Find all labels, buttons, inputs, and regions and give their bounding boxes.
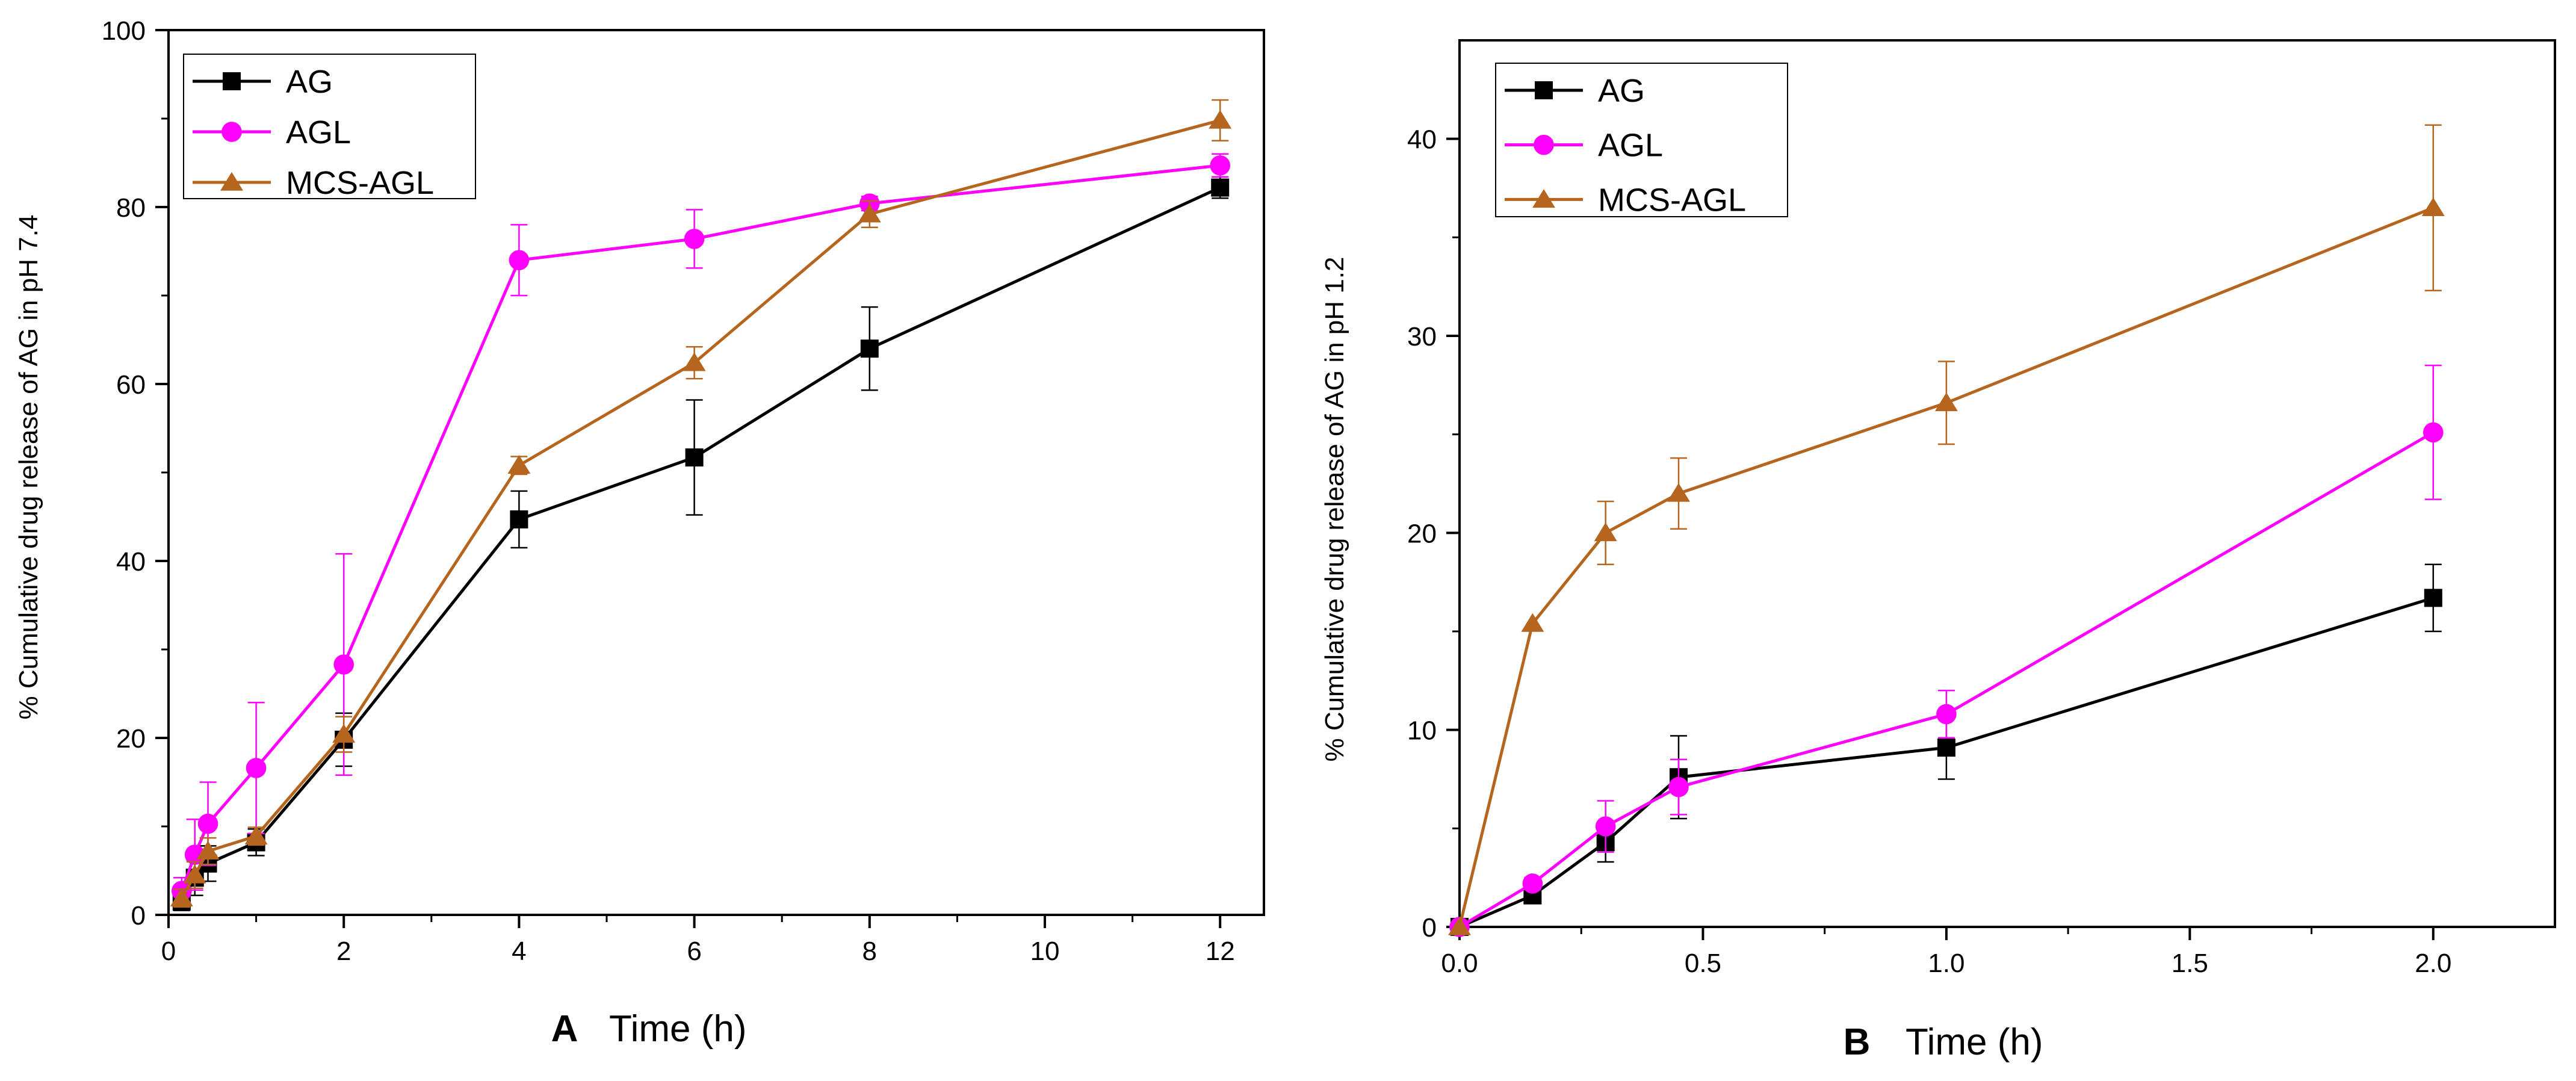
panel-a-agl-point (1210, 155, 1230, 176)
panel-b-y-tick-label: 20 (1407, 519, 1437, 548)
panel-a-agl-point (509, 250, 530, 271)
panel-b-mcs-agl-point (1594, 522, 1617, 542)
panel-b-mcs-agl-point (1934, 392, 1958, 412)
panel-a-ag-series (172, 176, 1230, 911)
panel-b-y-tick-label: 40 (1407, 125, 1437, 155)
panel-a-y-tick-label: 80 (116, 193, 146, 223)
panel-a-agl-point (333, 654, 354, 675)
panel-a-ag-point (1211, 178, 1230, 197)
panel-b-agl-point (1522, 873, 1543, 894)
panel-b-x-tick-label: 2.0 (2415, 949, 2451, 978)
panel-b-agl-point (2423, 422, 2444, 443)
panel-b: % Cumulative drug release of AG in pH 1.… (1320, 39, 2556, 1063)
panel-a-legend-ag-marker (223, 72, 241, 90)
panel-a-y-tick-label: 60 (116, 370, 146, 400)
panel-a-ag-point (685, 448, 704, 467)
panel-b-x-tick-label: 0.5 (1685, 949, 1721, 978)
panel-a-mcs-agl-point (196, 840, 220, 860)
panel-a-legend-agl-label: AGL (286, 114, 351, 150)
panel-b-letter: B (1844, 1021, 1871, 1063)
panel-a-x-tick-label: 8 (862, 937, 877, 966)
panel-a-mcs-agl-point (244, 825, 268, 844)
panel-a-x-tick-label: 4 (512, 937, 526, 966)
panel-a-x-tick-label: 2 (336, 937, 351, 966)
panel-a-x-tick-label: 6 (687, 937, 701, 966)
panel-b-legend-ag-label: AG (1598, 73, 1645, 109)
panel-b-ag-point (2424, 589, 2442, 607)
panel-a-x-axis-label: Time (h) (609, 1008, 746, 1050)
panel-a-mcs-agl-point (683, 352, 706, 371)
panel-b-legend-agl-marker (1534, 134, 1554, 155)
panel-a-ag-point (510, 510, 528, 528)
panel-b-x-tick-label: 0.0 (1441, 949, 1478, 978)
panel-b-y-tick-label: 0 (1422, 913, 1437, 943)
panel-b-ag-line (1459, 596, 2434, 929)
panel-a-mcs-agl-point (170, 887, 193, 906)
panel-a-mcs-agl-point (183, 864, 206, 884)
panel-b-y-tick-label: 30 (1407, 322, 1437, 352)
panel-b-ag-series (1451, 563, 2442, 936)
panel-a-agl-point (197, 813, 218, 834)
panel-a-y-tick-label: 0 (131, 901, 146, 931)
panel-a-agl-series (172, 153, 1230, 905)
panel-a-x-tick-label: 10 (1030, 937, 1060, 966)
panel-b-mcs-agl-point (1667, 483, 1690, 502)
panel-b-x-tick-label: 1.5 (2172, 949, 2208, 978)
panel-a-x-tick-label: 0 (161, 937, 176, 966)
panel-b-ag-point (1937, 739, 1955, 757)
panel-b-mcs-agl-line (1458, 206, 2434, 928)
panel-b-mcs-agl-series (1448, 124, 2445, 935)
panel-b-mcs-agl-point (2421, 197, 2445, 217)
panel-b-mcs-agl-point (1448, 916, 1471, 935)
panel-a-legend-agl-marker (221, 122, 242, 142)
panel-a-letter: A (551, 1008, 578, 1050)
panel-a-mcs-agl-point (1209, 110, 1232, 129)
panel-b-agl-point (1936, 704, 1957, 725)
panel-b-legend: AG AGL MCS-AGL (1495, 63, 1788, 218)
panel-a-ag-line (180, 186, 1221, 903)
panel-a-mcs-agl-series (170, 99, 1232, 908)
panel-b-y-axis-label: % Cumulative drug release of AG in pH 1.… (1320, 257, 1349, 762)
panel-a-agl-point (246, 758, 267, 778)
panel-a-mcs-agl-point (332, 723, 356, 743)
panel-b-y-tick-label: 10 (1407, 716, 1437, 746)
panel-b-legend-mcs-agl-marker (1532, 189, 1555, 208)
panel-b-legend-agl-label: AGL (1598, 128, 1663, 164)
panel-b-x-tick-label: 1.0 (1928, 949, 1965, 978)
panel-a-agl-line (180, 164, 1221, 892)
panel-a: % Cumulative drug release of AG in pH 7.… (14, 16, 1265, 1050)
panel-a-y-tick-label: 100 (102, 16, 146, 46)
panel-a-legend-mcs-agl-label: MCS-AGL (286, 165, 434, 201)
panel-b-legend-ag-marker (1535, 81, 1553, 99)
panel-b-agl-point (1595, 816, 1616, 837)
panel-a-agl-point (684, 229, 705, 249)
panel-a-mcs-agl-point (507, 454, 531, 474)
panel-a-agl-point (184, 844, 205, 865)
panel-b-agl-line (1458, 431, 2435, 929)
panel-a-legend-mcs-agl-marker (220, 172, 243, 191)
panel-b-legend-mcs-agl-label: MCS-AGL (1598, 182, 1746, 218)
panel-a-y-tick-label: 40 (116, 547, 146, 577)
panel-b-x-axis-label: Time (h) (1906, 1021, 2043, 1063)
panel-b-mcs-agl-point (1521, 613, 1544, 632)
panel-a-y-tick-label: 20 (116, 724, 146, 754)
panel-b-agl-point (1668, 776, 1689, 798)
panel-a-y-axis-label: % Cumulative drug release of AG in pH 7.… (14, 215, 43, 720)
panel-a-mcs-agl-point (858, 203, 881, 223)
panel-a-legend-ag-label: AG (286, 64, 333, 100)
panel-b-agl-series (1449, 364, 2444, 937)
panel-a-ag-point (860, 339, 879, 358)
panel-a-x-tick-label: 12 (1206, 937, 1235, 966)
panel-b-plot-frame (1458, 39, 2556, 928)
panel-a-legend: AG AGL MCS-AGL (183, 54, 476, 201)
